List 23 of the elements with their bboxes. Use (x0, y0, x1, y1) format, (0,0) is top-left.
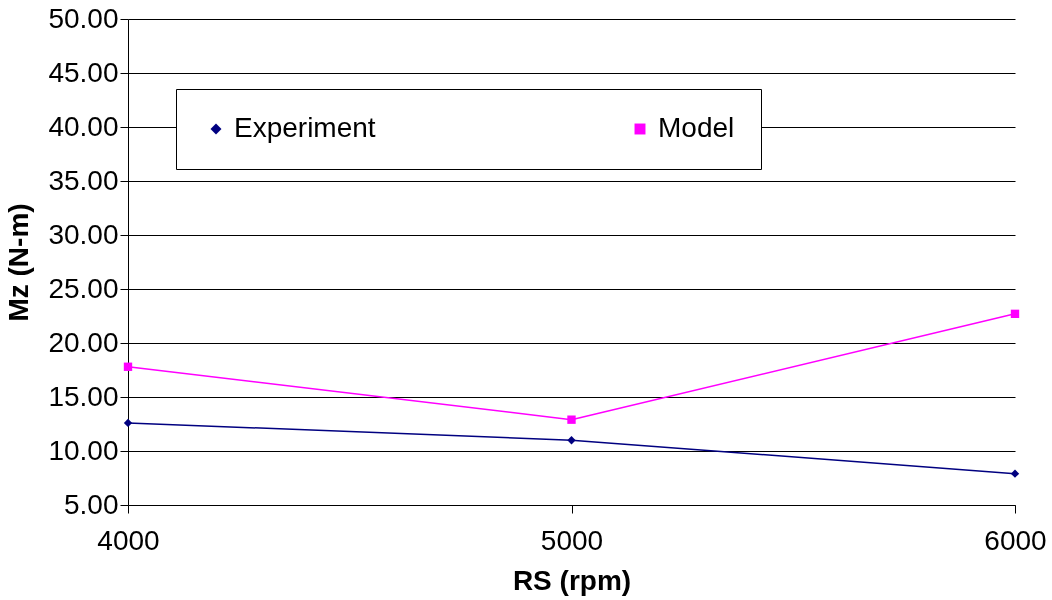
point (123, 362, 133, 371)
y-tick-label: 5.00 (64, 488, 119, 520)
y-tick-label: 10.00 (48, 434, 119, 466)
y-tick-label: 25.00 (48, 272, 119, 304)
point (1010, 309, 1020, 319)
point (1010, 469, 1020, 478)
y-tick-label: 45.00 (48, 56, 119, 88)
y-tick-label: 20.00 (48, 326, 119, 358)
x-tick-label: 5000 (540, 524, 604, 556)
x-tick-label: 6000 (984, 524, 1047, 556)
x-tick-label: 4000 (97, 524, 160, 556)
y-axis-title: Mz (N-m) (3, 203, 35, 322)
y-tick-label: 40.00 (48, 110, 119, 142)
legend-label: Model (658, 112, 735, 143)
legend-label: Experiment (234, 112, 376, 143)
point (567, 415, 576, 424)
y-tick-label: 35.00 (48, 164, 119, 196)
x-axis-title: RS (rpm) (512, 564, 632, 596)
y-tick-label: 50.00 (48, 2, 119, 34)
y-tick-label: 15.00 (48, 380, 119, 412)
point (567, 436, 576, 445)
point (123, 418, 133, 428)
y-tick-label: 30.00 (48, 218, 119, 250)
